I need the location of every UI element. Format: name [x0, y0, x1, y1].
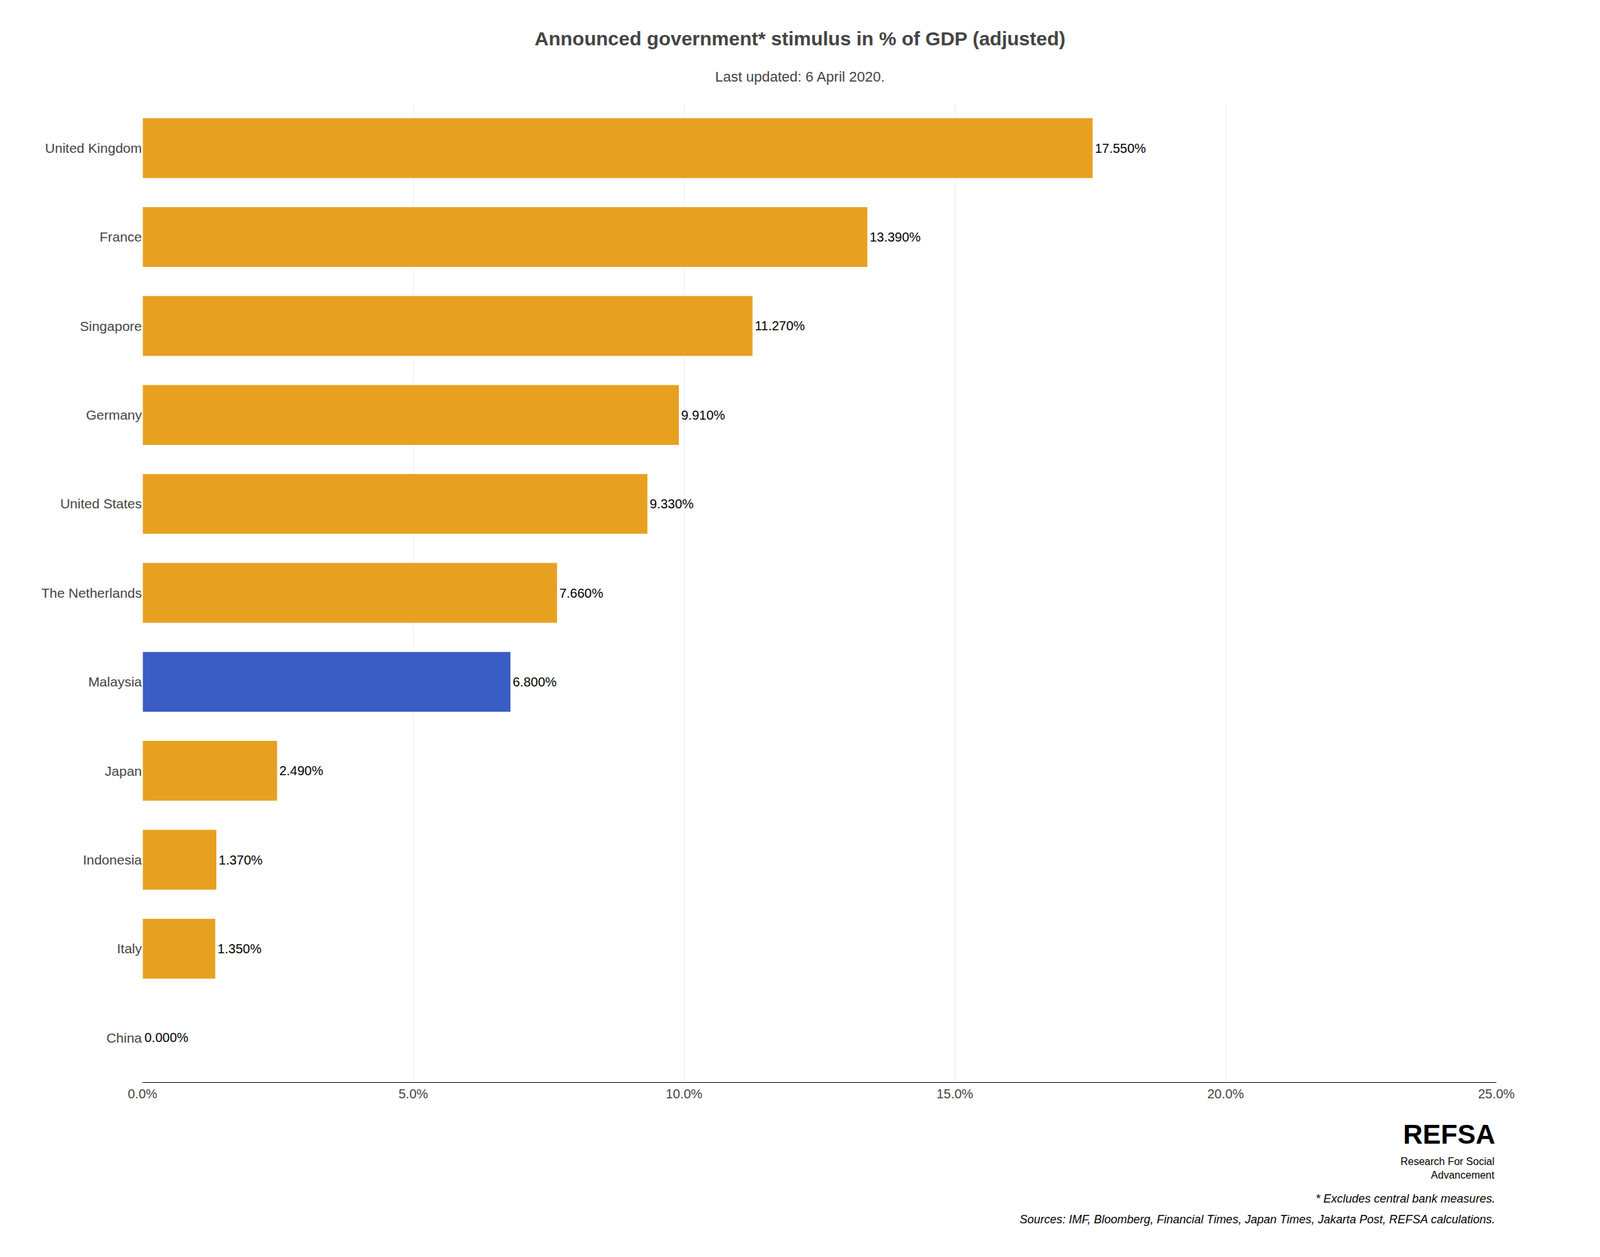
svg-text:17.550%: 17.550%	[1094, 141, 1146, 156]
svg-text:Research For SocialAdvancement: Research For SocialAdvancement	[1400, 1156, 1496, 1181]
svg-text:6.800%: 6.800%	[512, 674, 557, 690]
svg-text:Singapore: Singapore	[79, 318, 142, 334]
svg-text:Malaysia: Malaysia	[88, 674, 142, 690]
svg-text:* Excludes central bank measur: * Excludes central bank measures.	[1315, 1192, 1496, 1206]
svg-text:Indonesia: Indonesia	[82, 852, 142, 868]
svg-text:15.0%: 15.0%	[936, 1086, 974, 1102]
svg-text:The Netherlands: The Netherlands	[41, 585, 142, 601]
svg-text:5.0%: 5.0%	[398, 1086, 429, 1102]
svg-text:1.370%: 1.370%	[218, 853, 263, 868]
svg-text:0.0%: 0.0%	[127, 1086, 158, 1102]
svg-text:Last updated: 6 April 2020.: Last updated: 6 April 2020.	[715, 68, 885, 85]
svg-text:10.0%: 10.0%	[665, 1086, 703, 1102]
svg-text:Sources: IMF, Bloomberg, Finan: Sources: IMF, Bloomberg, Financial Times…	[1019, 1213, 1496, 1227]
svg-text:France: France	[99, 229, 142, 245]
svg-text:Germany: Germany	[86, 407, 143, 423]
svg-text:Announced government* stimulus: Announced government* stimulus in % of G…	[534, 27, 1066, 50]
svg-text:20.0%: 20.0%	[1207, 1086, 1245, 1102]
svg-text:REFSA: REFSA	[1403, 1119, 1496, 1150]
svg-text:2.490%: 2.490%	[279, 763, 324, 778]
svg-text:11.270%: 11.270%	[754, 318, 806, 333]
svg-text:13.390%: 13.390%	[869, 229, 921, 245]
svg-text:7.660%: 7.660%	[559, 586, 604, 601]
svg-text:Japan: Japan	[104, 763, 142, 779]
svg-text:9.910%: 9.910%	[680, 408, 725, 423]
svg-text:Italy: Italy	[116, 941, 142, 957]
svg-text:1.350%: 1.350%	[217, 941, 262, 957]
svg-text:United Kingdom: United Kingdom	[45, 140, 142, 156]
svg-text:25.0%: 25.0%	[1478, 1086, 1516, 1102]
svg-text:0.000%: 0.000%	[144, 1030, 189, 1045]
svg-text:United States: United States	[60, 496, 142, 512]
svg-text:9.330%: 9.330%	[649, 496, 694, 512]
svg-text:China: China	[106, 1030, 142, 1046]
